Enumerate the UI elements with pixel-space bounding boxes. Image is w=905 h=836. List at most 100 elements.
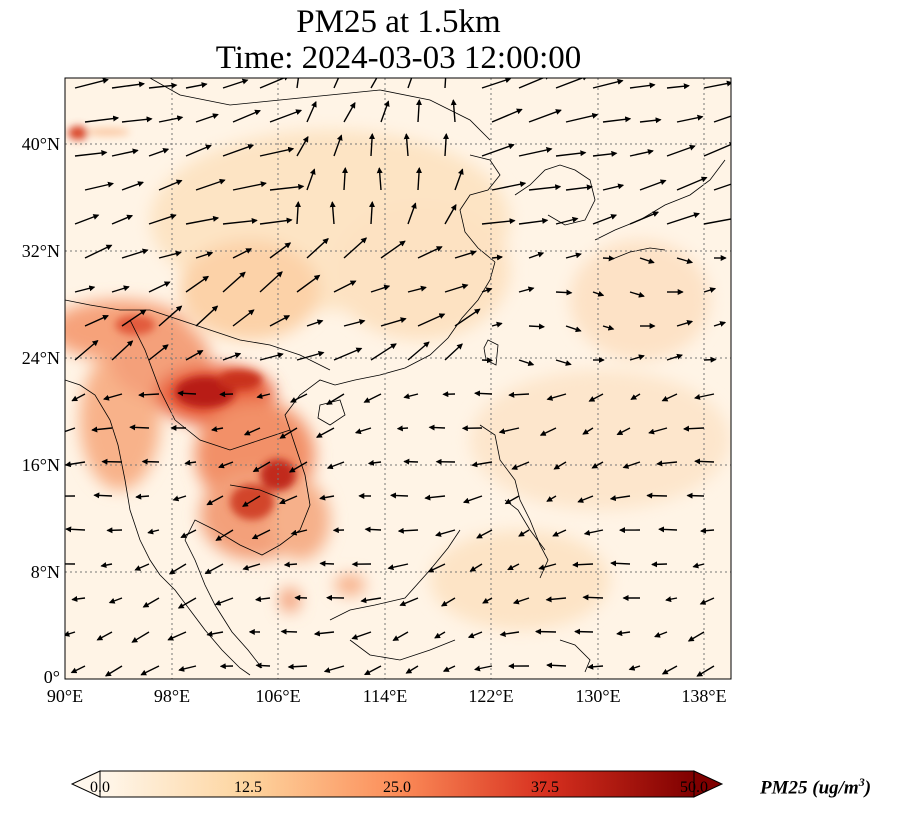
wind-arrow: [444, 343, 463, 361]
wind-arrow: [555, 78, 589, 89]
wind-arrow: [535, 628, 557, 635]
wind-arrow: [491, 181, 527, 191]
wind-arrow: [602, 255, 615, 262]
wind-arrow: [481, 78, 512, 89]
wind-arrow: [65, 427, 76, 433]
wind-arrow: [602, 116, 632, 123]
wind-arrow: [280, 628, 298, 635]
wind-arrow: [713, 115, 731, 123]
wind-arrow: [135, 493, 150, 500]
wind-arrow: [158, 179, 183, 191]
colorbar-title: PM25 (ug/m3): [760, 775, 872, 799]
lat-tick-16n: 16°N: [21, 455, 60, 475]
wind-arrow: [360, 597, 382, 604]
wind-arrow: [288, 461, 308, 473]
wind-arrow: [269, 183, 305, 191]
wind-arrow: [546, 662, 567, 669]
wind-arrow: [222, 271, 246, 293]
wind-arrow: [84, 315, 109, 327]
colorbar-gradient: [100, 771, 694, 797]
wind-arrow: [333, 134, 343, 157]
wind-arrow: [390, 492, 409, 499]
wind-arrow: [469, 563, 483, 572]
wind-arrow: [369, 133, 375, 157]
wind-arrow: [518, 359, 535, 366]
wind-arrow: [694, 458, 715, 465]
wind-arrow: [512, 597, 530, 605]
wind-arrow: [666, 144, 696, 157]
wind-arrow: [699, 597, 715, 605]
wind-arrow: [407, 341, 430, 361]
wind-arrow: [333, 78, 340, 89]
map-frame: [64, 77, 732, 680]
wind-arrow: [283, 561, 298, 568]
wind-arrow: [121, 116, 153, 123]
wind-arrow: [251, 529, 271, 540]
wind-arrow: [269, 315, 291, 327]
wind-arrow: [471, 461, 493, 468]
wind-arrow: [403, 133, 410, 157]
wind-arrow: [168, 563, 187, 575]
coastlines: [65, 78, 726, 676]
wind-arrow: [290, 529, 308, 536]
wind-arrow: [71, 393, 86, 402]
wind-arrow: [111, 340, 134, 361]
lat-tick-32n: 32°N: [21, 241, 60, 261]
wind-arrow: [648, 427, 668, 435]
wind-arrow: [279, 427, 298, 439]
wind-arrow: [195, 113, 219, 123]
wind-arrow: [185, 144, 212, 157]
wind-arrow: [111, 81, 145, 89]
wind-arrow: [508, 391, 530, 398]
wind-arrow: [65, 526, 86, 533]
wind-arrow: [148, 148, 170, 157]
wind-arrow: [676, 319, 694, 327]
colorbar-tick-25: 25.0: [383, 779, 411, 796]
wind-arrow: [319, 560, 335, 567]
wind-arrow: [306, 100, 317, 123]
lat-tick-40n: 40°N: [21, 134, 60, 154]
wind-arrow: [84, 181, 114, 191]
wind-arrow: [592, 78, 624, 89]
wind-arrow: [313, 630, 335, 637]
wind-arrow: [370, 343, 397, 361]
wind-arrow: [629, 211, 660, 225]
wind-arrow: [703, 80, 731, 89]
wind-arrow: [629, 354, 645, 361]
wind-arrow: [467, 631, 483, 639]
wind-arrow: [290, 393, 308, 403]
wind-arrow: [474, 665, 493, 672]
wind-arrow: [592, 214, 618, 225]
wind-arrow: [259, 352, 284, 361]
wind-arrow: [602, 324, 615, 331]
wind-arrow: [528, 184, 562, 191]
wind-arrow: [565, 112, 599, 123]
wind-arrow: [588, 393, 604, 402]
wind-arrow: [407, 202, 417, 225]
wind-arrow: [147, 528, 160, 535]
wind-arrow: [103, 393, 123, 401]
wind-arrow: [565, 252, 582, 259]
wind-arrow: [686, 492, 705, 499]
wind-arrow: [491, 108, 523, 123]
wind-arrow: [158, 115, 184, 123]
wind-arrow: [403, 458, 419, 465]
wind-arrow: [177, 597, 197, 609]
wind-arrow: [405, 665, 419, 674]
wind-arrow: [666, 212, 700, 225]
wind-arrow: [211, 426, 224, 433]
wind-arrow: [703, 287, 717, 293]
wind-arrow: [121, 248, 149, 259]
wind-arrow: [93, 492, 113, 499]
wind-arrow: [296, 136, 309, 157]
wind-arrow: [269, 109, 303, 123]
wind-arrow: [444, 283, 469, 293]
wind-arrow: [555, 289, 573, 296]
wind-arrow: [610, 560, 631, 567]
wind-arrow: [656, 460, 678, 467]
wind-arrow: [565, 184, 593, 191]
wind-arrow: [454, 168, 464, 191]
wind-arrow: [552, 529, 567, 537]
wind-arrow: [546, 393, 567, 401]
chart-title-line2: Time: 2024-03-03 12:00:00: [215, 40, 582, 76]
